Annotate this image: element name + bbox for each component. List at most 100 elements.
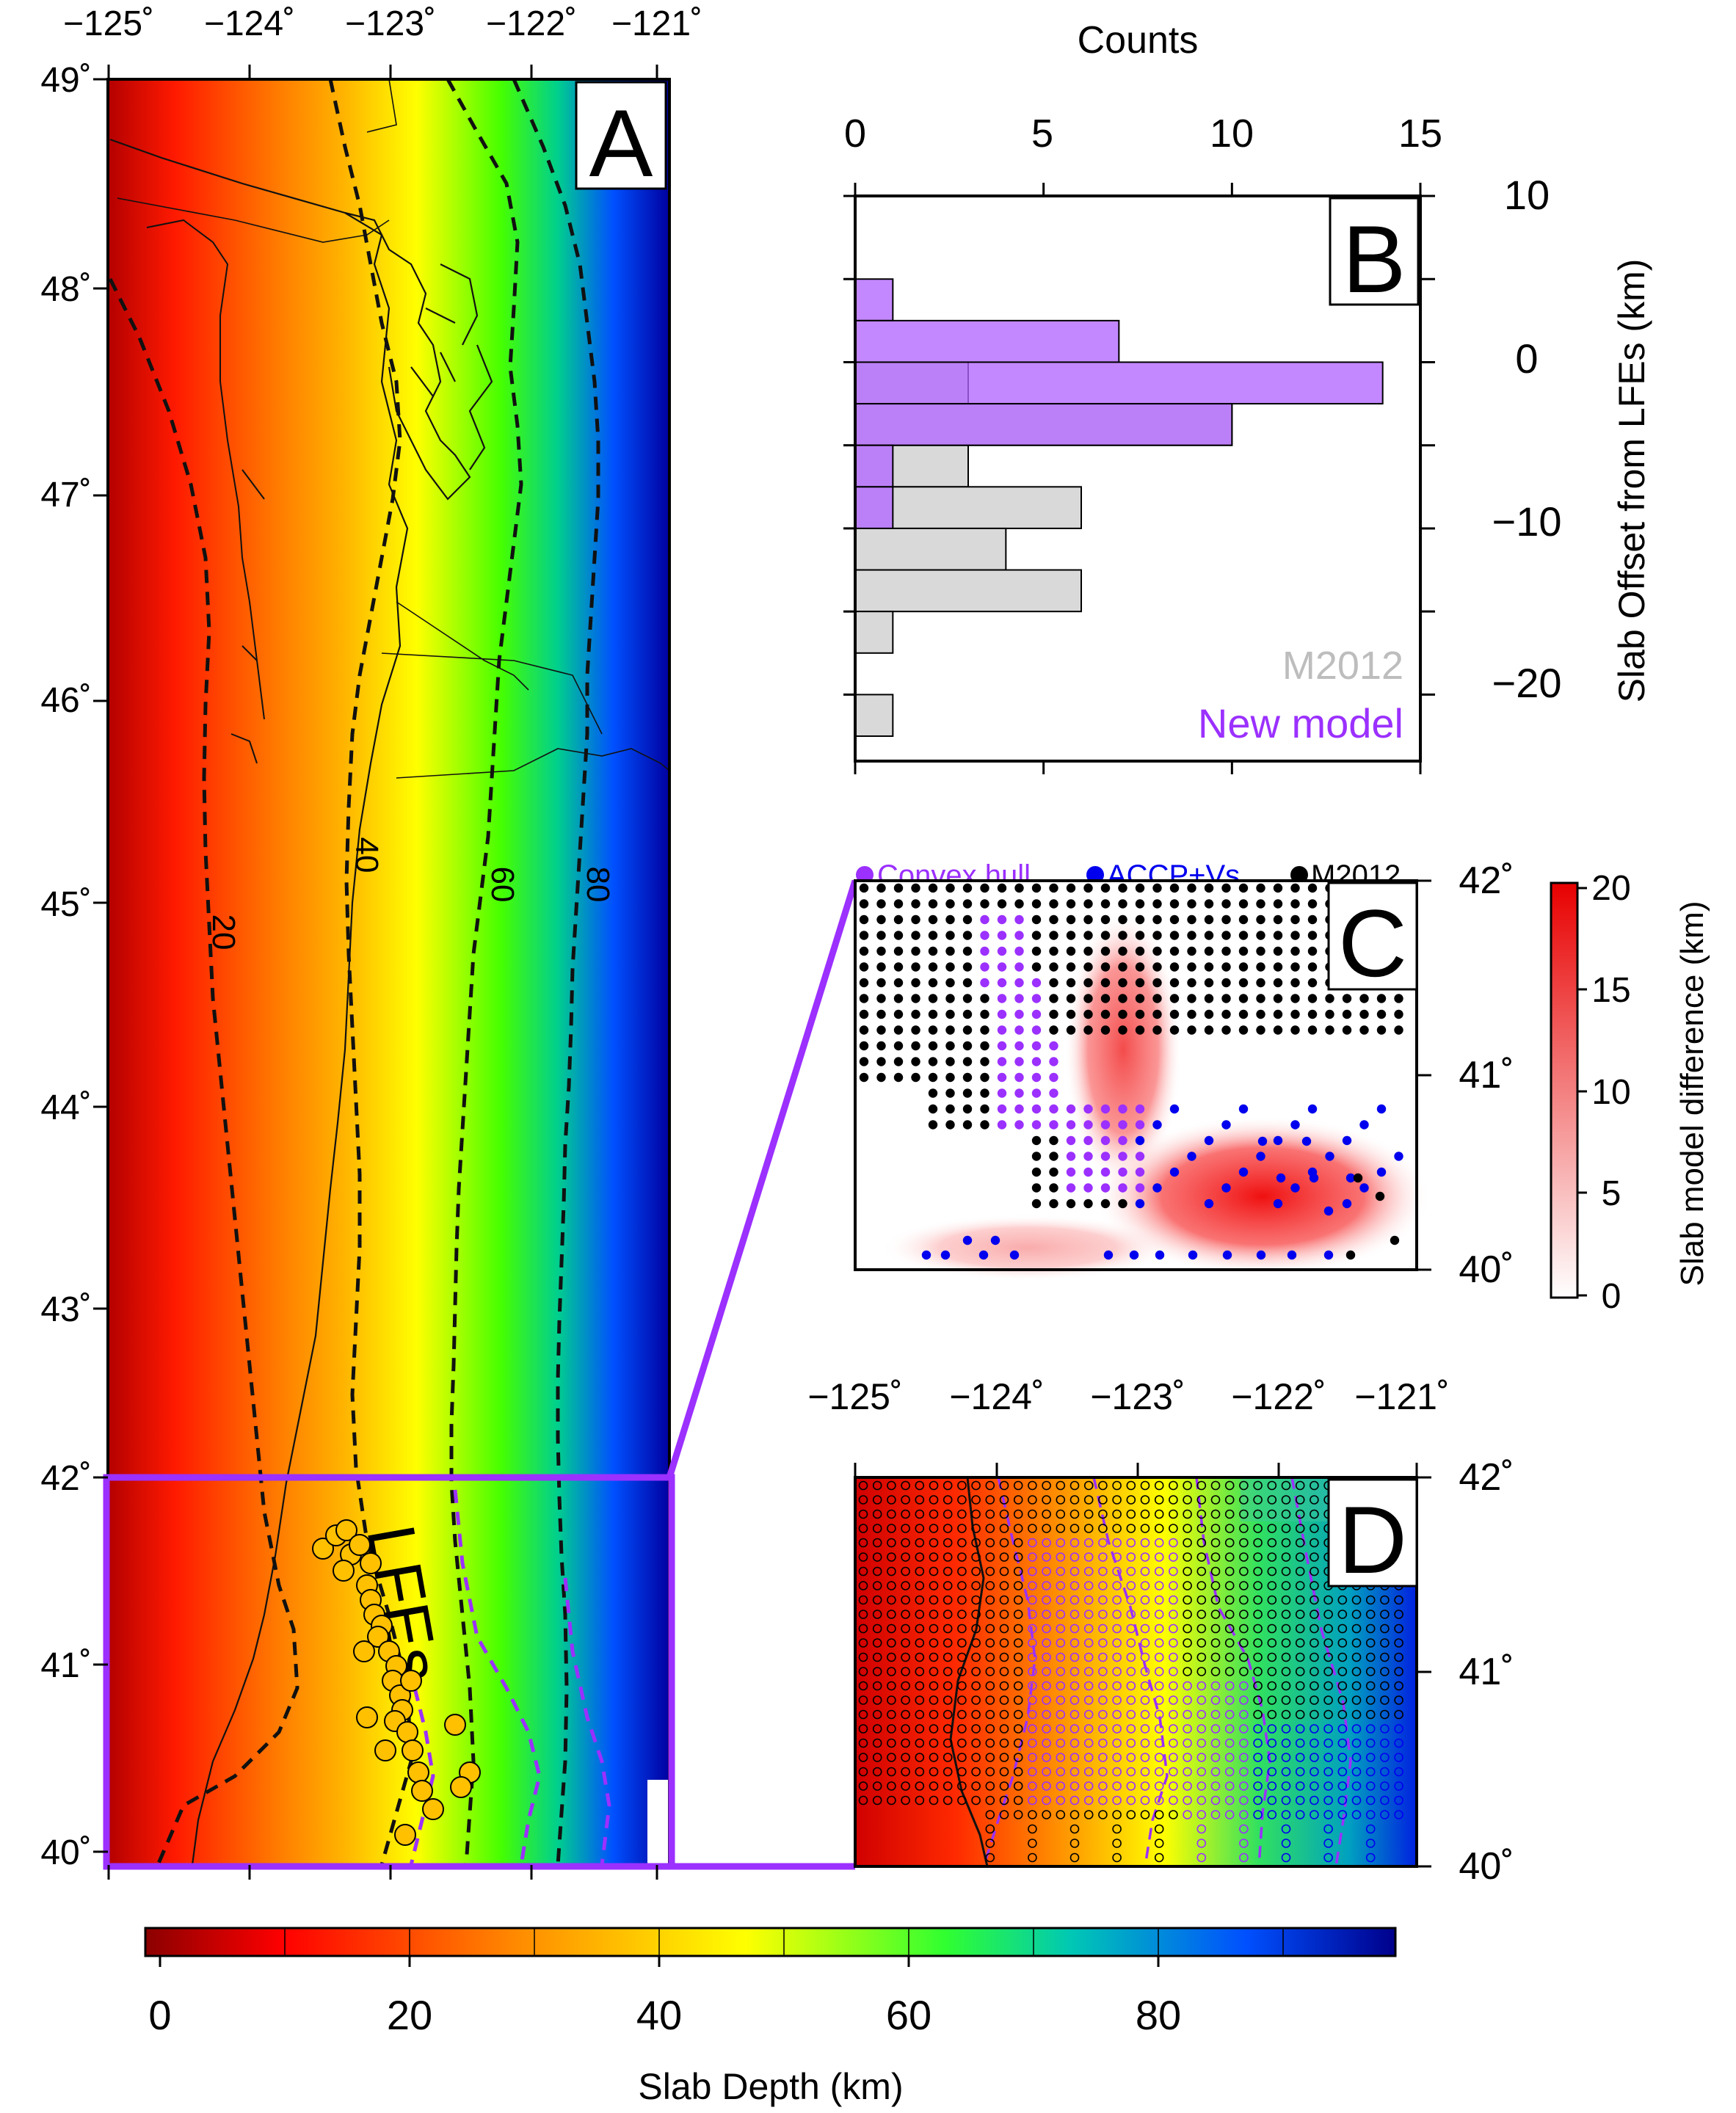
d-grid-point bbox=[1239, 1538, 1249, 1548]
d-grid-point bbox=[1056, 1753, 1066, 1762]
d-grid-point bbox=[1253, 1738, 1263, 1748]
d-grid-point bbox=[1337, 1767, 1348, 1777]
c-grid-point bbox=[1152, 883, 1162, 893]
c-grid-point bbox=[945, 883, 955, 893]
d-grid-point bbox=[1394, 1709, 1403, 1720]
d-grid-point bbox=[1210, 1595, 1221, 1605]
d-grid-point bbox=[1267, 1524, 1277, 1533]
d-grid-point bbox=[1224, 1781, 1235, 1791]
d-grid-point bbox=[929, 1524, 939, 1533]
d-grid-point bbox=[985, 1667, 995, 1676]
c-grid-point bbox=[1325, 1025, 1334, 1035]
d-grid-point bbox=[872, 1795, 882, 1805]
d-grid-point bbox=[1253, 1638, 1263, 1648]
c-grid-point bbox=[1394, 1152, 1403, 1161]
d-grid-point bbox=[1380, 1681, 1390, 1691]
d-grid-point bbox=[1042, 1652, 1051, 1662]
d-grid-point bbox=[1323, 1753, 1333, 1762]
c-grid-point bbox=[1083, 1009, 1093, 1019]
d-grid-point bbox=[1112, 1509, 1122, 1519]
d-grid-point bbox=[872, 1781, 882, 1791]
d-grid-point bbox=[1239, 1738, 1249, 1748]
d-grid-point bbox=[1098, 1610, 1108, 1619]
d-grid-point bbox=[1210, 1738, 1221, 1748]
b-tick-marks bbox=[843, 183, 1435, 774]
lfe-marker bbox=[356, 1706, 378, 1728]
d-grid-point bbox=[1028, 1852, 1037, 1863]
d-grid-point bbox=[915, 1480, 925, 1491]
d-grid-point bbox=[1267, 1581, 1277, 1590]
d-grid-point bbox=[1126, 1810, 1136, 1819]
d-grid-point bbox=[1337, 1810, 1348, 1819]
diff-tick-20: 20 bbox=[1591, 869, 1630, 908]
c-grid-point bbox=[1169, 1009, 1180, 1019]
c-grid-point bbox=[1221, 962, 1231, 972]
d-grid-point bbox=[1267, 1753, 1277, 1762]
c-grid-point bbox=[1100, 1009, 1111, 1019]
d-grid-point bbox=[1295, 1524, 1305, 1533]
d-grid-point bbox=[1224, 1595, 1235, 1605]
d-grid-point bbox=[985, 1767, 995, 1777]
c-grid-point bbox=[1152, 914, 1162, 925]
d-grid-point bbox=[1069, 1652, 1080, 1662]
c-grid-point bbox=[1221, 1025, 1231, 1035]
d-grid-point bbox=[1210, 1524, 1221, 1533]
c-grid-point bbox=[1187, 899, 1196, 909]
b-x-tick-2: 10 bbox=[1210, 112, 1254, 156]
d-grid-point bbox=[915, 1781, 925, 1791]
border-line bbox=[117, 79, 670, 779]
c-grid-point bbox=[1031, 931, 1042, 940]
c-grid-point bbox=[1014, 946, 1024, 956]
c-grid-point bbox=[1238, 914, 1249, 925]
d-grid-point bbox=[887, 1495, 896, 1505]
d-grid-point bbox=[858, 1610, 868, 1619]
lfe-markers bbox=[312, 1519, 481, 1846]
d-grid-point bbox=[1295, 1724, 1305, 1734]
c-grid-point bbox=[1083, 978, 1093, 988]
d-grid-point bbox=[929, 1623, 939, 1634]
c-grid-point bbox=[1031, 914, 1042, 925]
d-grid-point bbox=[1224, 1538, 1235, 1548]
d-grid-point bbox=[1098, 1495, 1108, 1505]
c-grid-point bbox=[980, 1104, 989, 1114]
c-grid-point bbox=[1031, 978, 1042, 988]
d-grid-point bbox=[1210, 1552, 1221, 1562]
d-grid-point bbox=[1281, 1738, 1291, 1748]
lfe-marker bbox=[400, 1670, 422, 1692]
d-grid-point bbox=[1210, 1709, 1221, 1720]
c-grid-point bbox=[1049, 1152, 1058, 1161]
c-grid-point bbox=[1118, 1152, 1127, 1161]
lfe-marker bbox=[450, 1776, 472, 1798]
c-grid-point bbox=[997, 883, 1007, 893]
d-grid-point bbox=[858, 1623, 868, 1634]
d-grid-point bbox=[1239, 1638, 1249, 1648]
d-grid-point bbox=[887, 1595, 896, 1605]
b-x-tick-3: 15 bbox=[1398, 112, 1442, 156]
c-grid-point bbox=[1135, 1009, 1145, 1019]
c-grid-point bbox=[997, 1009, 1007, 1019]
d-grid-point bbox=[1351, 1738, 1362, 1748]
c-grid-point bbox=[1256, 899, 1265, 909]
c-accp-point bbox=[978, 1250, 989, 1260]
d-grid-point bbox=[1112, 1610, 1122, 1619]
d-grid-point bbox=[1083, 1738, 1094, 1748]
d-grid-point bbox=[1140, 1781, 1150, 1791]
d-lat-tick-0: 42˚ bbox=[1459, 1456, 1514, 1499]
depth-tick-20: 20 bbox=[387, 1992, 432, 2038]
c-grid-point bbox=[1290, 962, 1300, 972]
d-grid-point bbox=[1028, 1480, 1037, 1491]
d-grid-point bbox=[1210, 1610, 1221, 1619]
d-grid-point bbox=[1098, 1810, 1108, 1819]
d-grid-point bbox=[1365, 1781, 1376, 1791]
d-grid-point bbox=[1069, 1623, 1080, 1634]
c-grid-point bbox=[1152, 1183, 1162, 1193]
panel-c-letter-box bbox=[1327, 881, 1418, 991]
c-grid-point bbox=[1307, 946, 1318, 956]
d-grid-point bbox=[971, 1538, 981, 1548]
c-grid-point bbox=[1014, 978, 1024, 988]
c-grid-point bbox=[1031, 1041, 1042, 1051]
d-grid-point bbox=[1267, 1738, 1277, 1748]
d-grid-point bbox=[1224, 1610, 1235, 1619]
c-grid-point bbox=[997, 1088, 1007, 1098]
d-grid-point bbox=[1224, 1638, 1235, 1648]
